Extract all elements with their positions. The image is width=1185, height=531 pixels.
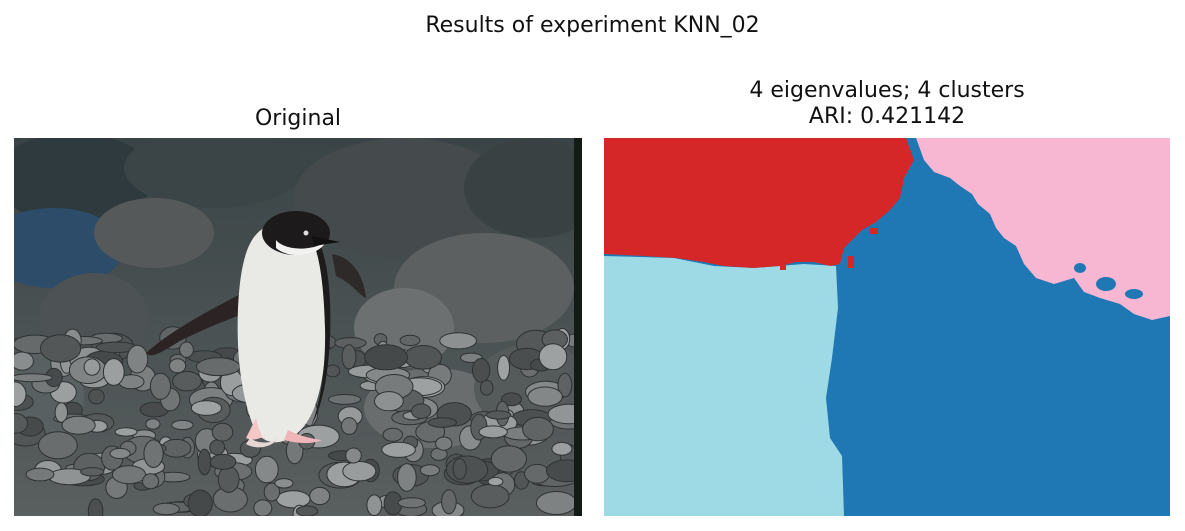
cluster-speck [1125, 289, 1143, 299]
segmentation-title-line2: ARI: 0.421142 [808, 104, 966, 129]
cluster-speck [870, 228, 878, 234]
cluster-lightblue-region [604, 256, 844, 516]
figure-suptitle: Results of experiment KNN_02 [425, 13, 760, 38]
pebbles [14, 326, 582, 516]
cluster-speck [780, 262, 786, 270]
cluster-speck [818, 464, 824, 472]
segmentation-panel-title: 4 eigenvalues; 4 clusters ARI: 0.421142 [604, 78, 1170, 130]
cluster-pink-region [916, 138, 1170, 320]
penguin [146, 211, 366, 448]
segmentation-image [604, 138, 1170, 516]
original-image [14, 138, 582, 516]
cluster-red-region [604, 138, 914, 268]
cluster-speck [1096, 277, 1116, 291]
original-panel-title: Original [254, 106, 342, 131]
cluster-speck [1074, 263, 1086, 273]
penguin-photo [14, 138, 582, 516]
cluster-map [604, 138, 1170, 516]
cluster-speck [848, 256, 854, 268]
segmentation-title-line1: 4 eigenvalues; 4 clusters [749, 78, 1025, 103]
